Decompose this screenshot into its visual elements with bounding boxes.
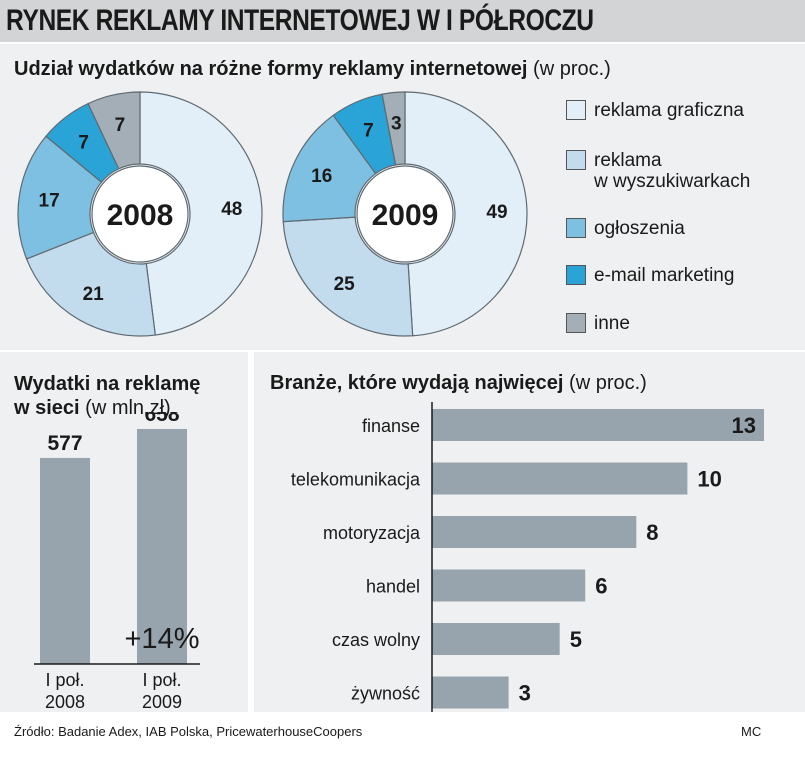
legend-label: inne — [594, 313, 630, 334]
footer-panel — [0, 712, 805, 773]
industry-value-label: 13 — [732, 413, 756, 438]
donut-slice-label: 49 — [486, 202, 507, 223]
industry-bar — [432, 569, 586, 602]
legend-label: reklama w wyszukiwarkach — [594, 150, 751, 192]
industry-category-label: żywność — [351, 684, 420, 704]
donut-year-label: 2009 — [372, 199, 439, 232]
donut-slice — [282, 216, 414, 337]
industry-bar — [432, 409, 764, 441]
donut-hole — [356, 165, 454, 263]
donut-slice-label: 48 — [221, 199, 242, 220]
donut-slice-label: 7 — [363, 121, 374, 142]
legend-swatch — [566, 150, 586, 170]
donut-slice-label: 16 — [311, 166, 332, 187]
source-note: Źródło: Badanie Adex, IAB Polska, Pricew… — [14, 724, 363, 739]
industries-bar-chart: finanse 13 telekomunikacja 10 motoryzacja 8 ha… — [291, 402, 764, 712]
donut-slice — [25, 231, 156, 337]
industry-category-label: czas wolny — [332, 630, 420, 650]
spend-bar — [137, 429, 187, 664]
spend-bar — [40, 457, 90, 664]
spend-change-label: +14% — [125, 623, 200, 655]
legend-item: ogłoszenia — [566, 218, 685, 239]
industry-value-label: 5 — [570, 627, 582, 652]
industry-value-label: 3 — [519, 681, 531, 706]
legend-swatch — [566, 313, 586, 333]
legend-item: inne — [566, 313, 630, 334]
spend-heading: Wydatki na reklamę w sieci (w mln zł) — [14, 373, 201, 419]
share-heading: Udział wydatków na różne formy reklamy i… — [14, 58, 611, 80]
legend-swatch — [566, 218, 586, 238]
donut-year-label: 2008 — [107, 199, 174, 232]
donut-slice — [381, 91, 406, 166]
infographic-title: RYNEK REKLAMY INTERNETOWEJ W I PÓŁROCZU — [0, 0, 805, 42]
donut-slice — [139, 91, 263, 336]
industry-category-label: telekomunikacja — [291, 470, 421, 490]
legend-swatch — [566, 100, 586, 120]
industry-bar — [432, 676, 509, 709]
spend-category-label: I poł. — [45, 670, 84, 690]
legend-item: e-mail marketing — [566, 265, 734, 286]
spend-category-label: I poł. — [142, 670, 181, 690]
industry-value-label: 6 — [595, 574, 607, 599]
industry-bar — [432, 516, 637, 548]
industries-heading: Branże, które wydają najwięcej (w proc.) — [270, 372, 647, 394]
legend-label: e-mail marketing — [594, 265, 735, 286]
industry-category-label: motoryzacja — [323, 523, 421, 543]
legend-item: reklama graficzna — [566, 100, 744, 121]
spend-value-label: 658 — [144, 412, 179, 426]
donut-hole — [91, 165, 189, 263]
legend-label: reklama graficzna — [594, 100, 744, 121]
donut-slice-label: 17 — [39, 191, 60, 212]
spend-category-label: 2008 — [45, 692, 85, 712]
legend-swatch — [566, 265, 586, 285]
industry-value-label: 8 — [646, 520, 658, 545]
industry-value-label: 10 — [697, 467, 721, 492]
donut-slice — [87, 91, 141, 170]
donut-slice-label: 7 — [78, 132, 89, 153]
donut-slice-label: 21 — [83, 284, 105, 305]
spend-category-label: 2009 — [142, 692, 182, 712]
industry-bar — [432, 623, 560, 655]
legend-label: ogłoszenia — [594, 218, 685, 239]
industry-category-label: handel — [366, 577, 420, 597]
donut-slice-label: 7 — [115, 115, 126, 136]
donut-slice-label: 25 — [334, 274, 356, 295]
donut-slice — [17, 135, 103, 260]
donut-slice — [404, 91, 528, 337]
industry-bar — [432, 462, 688, 495]
legend-item: reklama w wyszukiwarkach — [566, 150, 750, 192]
spend-value-label: 577 — [47, 432, 82, 455]
industry-category-label: finanse — [362, 416, 420, 436]
credit-initials: MC — [741, 724, 762, 739]
donut-slice-label: 3 — [391, 113, 402, 134]
